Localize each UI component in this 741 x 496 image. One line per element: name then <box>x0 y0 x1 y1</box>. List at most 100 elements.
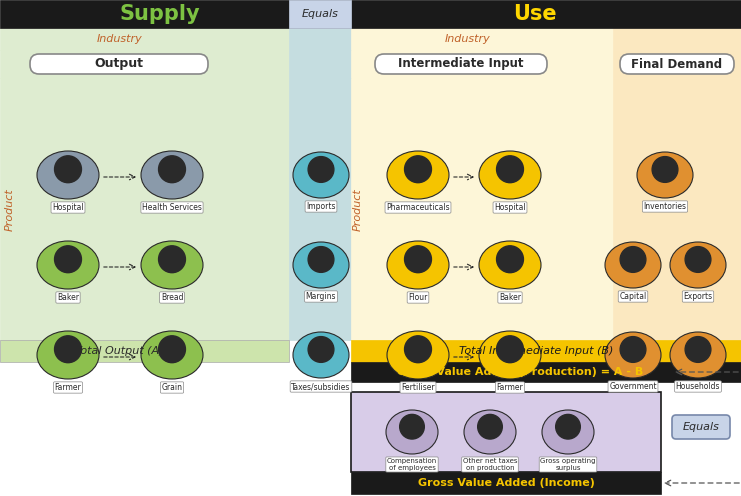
Bar <box>351 340 741 362</box>
Text: Taxes/subsidies: Taxes/subsidies <box>291 382 350 391</box>
Bar <box>613 78 741 340</box>
Text: Baker: Baker <box>57 293 79 302</box>
Text: Total Output (A): Total Output (A) <box>75 346 163 356</box>
Bar <box>351 78 613 340</box>
Text: Pharmaceuticals: Pharmaceuticals <box>386 203 450 212</box>
Bar <box>289 78 351 340</box>
Ellipse shape <box>605 332 661 378</box>
Text: Government: Government <box>609 382 657 391</box>
Bar <box>0 340 289 362</box>
Circle shape <box>496 246 523 273</box>
Ellipse shape <box>37 151 99 199</box>
Text: Gross Value Added (Production) = A - B: Gross Value Added (Production) = A - B <box>397 367 643 377</box>
Circle shape <box>620 337 646 363</box>
Ellipse shape <box>670 242 726 288</box>
Bar <box>351 50 613 78</box>
Ellipse shape <box>141 331 203 379</box>
Bar <box>351 392 661 472</box>
Circle shape <box>399 414 425 439</box>
Circle shape <box>308 247 334 272</box>
Ellipse shape <box>37 331 99 379</box>
Text: Imports: Imports <box>306 202 336 211</box>
Bar <box>289 0 351 28</box>
Circle shape <box>159 156 185 183</box>
Text: Hospital: Hospital <box>494 203 526 212</box>
Text: Output: Output <box>95 58 144 70</box>
Circle shape <box>496 336 523 363</box>
Text: Equals: Equals <box>302 9 339 19</box>
Ellipse shape <box>293 152 349 198</box>
Ellipse shape <box>670 332 726 378</box>
Text: Bread: Bread <box>161 293 183 302</box>
Ellipse shape <box>387 151 449 199</box>
Ellipse shape <box>293 242 349 288</box>
Text: Grain: Grain <box>162 383 182 392</box>
Bar <box>351 472 661 494</box>
FancyBboxPatch shape <box>375 54 547 74</box>
Ellipse shape <box>464 410 516 454</box>
Bar <box>0 78 289 340</box>
Ellipse shape <box>542 410 594 454</box>
Circle shape <box>685 247 711 272</box>
Circle shape <box>55 156 82 183</box>
Text: Margins: Margins <box>306 292 336 301</box>
Text: Product: Product <box>5 188 15 231</box>
Ellipse shape <box>605 242 661 288</box>
Text: Intermediate Input: Intermediate Input <box>398 58 524 70</box>
Text: Hospital: Hospital <box>52 203 84 212</box>
Circle shape <box>159 336 185 363</box>
Circle shape <box>620 247 646 272</box>
Circle shape <box>308 337 334 363</box>
Bar <box>0 50 289 78</box>
Ellipse shape <box>141 241 203 289</box>
Ellipse shape <box>386 410 438 454</box>
Circle shape <box>496 156 523 183</box>
Circle shape <box>405 336 431 363</box>
Circle shape <box>685 337 711 363</box>
Text: Equals: Equals <box>682 422 720 432</box>
Text: Final Demand: Final Demand <box>631 58 722 70</box>
Bar <box>0 382 741 496</box>
Bar <box>289 28 351 50</box>
Text: Fertiliser: Fertiliser <box>401 383 435 392</box>
Ellipse shape <box>293 332 349 378</box>
Circle shape <box>556 414 580 439</box>
Circle shape <box>308 157 334 183</box>
Ellipse shape <box>479 241 541 289</box>
Text: Baker: Baker <box>499 293 521 302</box>
Text: Gross operating
surplus: Gross operating surplus <box>540 458 596 471</box>
Ellipse shape <box>37 241 99 289</box>
Circle shape <box>478 414 502 439</box>
Text: Compensation
of employees: Compensation of employees <box>387 458 437 471</box>
Text: Total Intermediate Input (B): Total Intermediate Input (B) <box>459 346 614 356</box>
FancyBboxPatch shape <box>620 54 734 74</box>
Text: Capital: Capital <box>619 292 647 301</box>
Text: Product: Product <box>353 188 363 231</box>
Text: Households: Households <box>676 382 720 391</box>
Ellipse shape <box>141 151 203 199</box>
Bar <box>613 28 741 50</box>
Bar <box>0 0 741 28</box>
Circle shape <box>405 156 431 183</box>
Bar <box>289 50 351 78</box>
Ellipse shape <box>479 151 541 199</box>
Text: Farmer: Farmer <box>496 383 523 392</box>
Bar <box>0 28 289 50</box>
Circle shape <box>55 246 82 273</box>
Bar <box>351 362 741 382</box>
Text: Supply: Supply <box>120 4 200 24</box>
Ellipse shape <box>479 331 541 379</box>
Circle shape <box>405 246 431 273</box>
Circle shape <box>652 157 678 183</box>
Text: Industry: Industry <box>445 34 491 44</box>
Text: Health Services: Health Services <box>142 203 202 212</box>
Text: Flour: Flour <box>408 293 428 302</box>
Text: Use: Use <box>514 4 556 24</box>
Ellipse shape <box>637 152 693 198</box>
Text: Inventories: Inventories <box>643 202 686 211</box>
FancyBboxPatch shape <box>30 54 208 74</box>
Text: Farmer: Farmer <box>55 383 82 392</box>
Text: Exports: Exports <box>683 292 713 301</box>
Circle shape <box>159 246 185 273</box>
Bar <box>613 50 741 78</box>
